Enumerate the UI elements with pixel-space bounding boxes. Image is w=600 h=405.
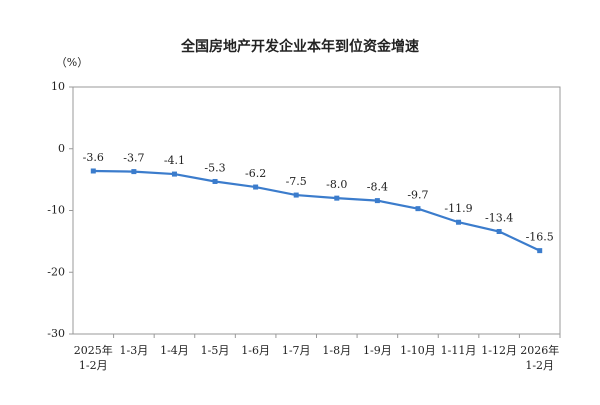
x-tick-label: 1-12月 <box>481 344 517 357</box>
point <box>537 248 543 254</box>
x-tick-label: 2025年 1-2月 <box>74 343 113 372</box>
y-tick-label: -30 <box>47 327 65 340</box>
point <box>374 198 380 204</box>
point <box>171 171 177 177</box>
y-unit: （%） <box>56 56 88 69</box>
point <box>456 219 462 225</box>
y-tick-label: -20 <box>47 265 65 278</box>
data-label: -8.4 <box>367 181 388 194</box>
x-tick-label: 1-4月 <box>160 344 189 357</box>
x-tick-label: 1-10月 <box>400 344 436 357</box>
data-label: -13.4 <box>485 211 513 224</box>
chart-title: 全国房地产开发企业本年到位资金增速 <box>180 38 419 55</box>
data-label: -9.7 <box>407 189 428 202</box>
x-tick-label: 1-5月 <box>201 344 230 357</box>
x-tick-label: 1-3月 <box>120 344 149 357</box>
point <box>212 178 218 184</box>
x-tick-label: 1-6月 <box>241 344 270 357</box>
y-tick-label: 10 <box>51 80 65 93</box>
data-label: -4.1 <box>164 154 185 167</box>
data-label: -16.5 <box>526 231 554 244</box>
point <box>496 228 502 234</box>
point <box>90 168 96 174</box>
data-label: -11.9 <box>444 202 472 215</box>
x-tick-label: 2026年 1-2月 <box>520 343 559 372</box>
data-label: -8.0 <box>326 178 347 191</box>
point <box>131 169 137 175</box>
data-label: -6.2 <box>245 167 266 180</box>
data-label: -7.5 <box>286 175 307 188</box>
point <box>253 184 259 190</box>
line <box>93 169 541 252</box>
data-label: -3.7 <box>123 152 144 165</box>
x-tick-label: 1-8月 <box>322 344 351 357</box>
x-tick-label: 1-9月 <box>363 344 392 357</box>
y-tick-label: 0 <box>58 142 65 155</box>
data-label: -5.3 <box>204 161 225 174</box>
data-label: -3.6 <box>83 151 104 164</box>
point <box>293 192 299 198</box>
x-tick-label: 1-7月 <box>282 344 311 357</box>
x-tick-label: 1-11月 <box>441 344 477 357</box>
point <box>415 206 421 212</box>
point <box>334 195 340 201</box>
y-tick-label: -10 <box>47 204 65 217</box>
